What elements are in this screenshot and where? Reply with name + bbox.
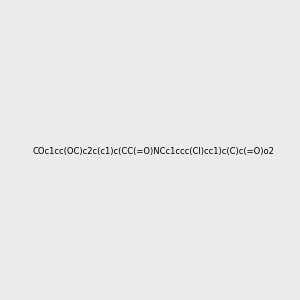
Text: COc1cc(OC)c2c(c1)c(CC(=O)NCc1ccc(Cl)cc1)c(C)c(=O)o2: COc1cc(OC)c2c(c1)c(CC(=O)NCc1ccc(Cl)cc1)… — [33, 147, 275, 156]
